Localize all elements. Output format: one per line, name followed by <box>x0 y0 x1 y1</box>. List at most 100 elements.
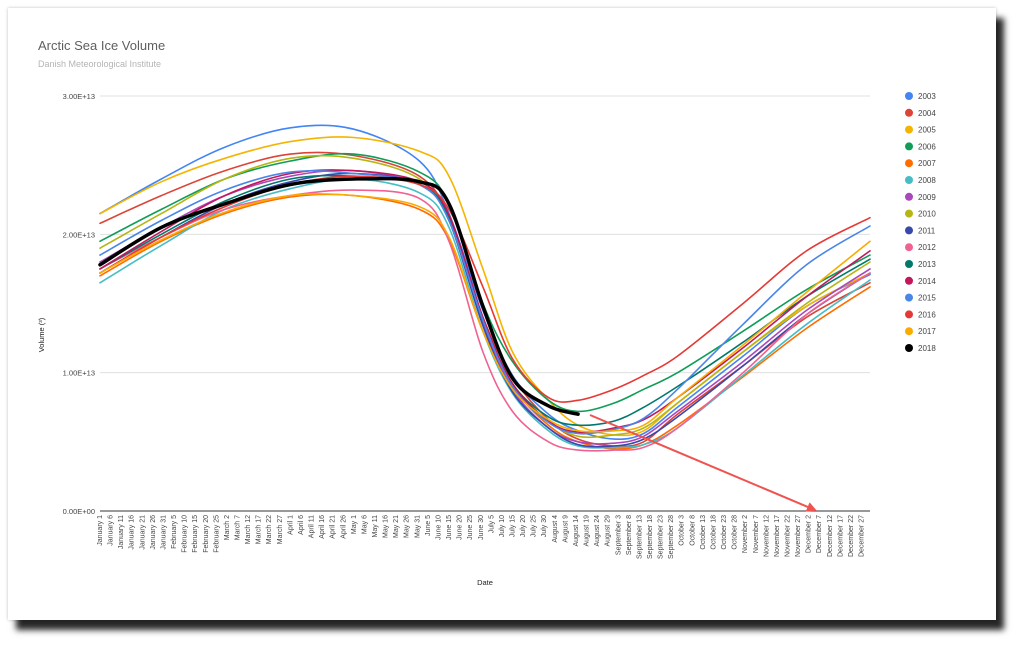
x-tick-label: October 13 <box>700 515 707 550</box>
x-axis-title: Date <box>477 578 493 587</box>
legend-marker-2015 <box>905 293 913 302</box>
x-tick-label: July 10 <box>499 515 506 537</box>
legend-marker-2006 <box>905 142 913 151</box>
legend-label-2016: 2016 <box>918 310 936 319</box>
x-tick-label: April 16 <box>319 515 326 539</box>
x-tick-label: March 27 <box>277 515 284 544</box>
legend-marker-2005 <box>905 125 913 134</box>
legend-marker-2003 <box>905 92 913 100</box>
x-tick-label: May 16 <box>383 515 390 538</box>
x-tick-label: December 27 <box>859 515 866 557</box>
axis-layer: 0.00E+00 1.00E+13 2.00E+13 3.00E+13 January … <box>37 92 866 587</box>
legend-marker-2014 <box>905 276 913 285</box>
x-tick-label: October 28 <box>732 515 739 550</box>
x-tick-label: May 1 <box>351 515 358 534</box>
x-tick-label: July 5 <box>488 515 495 533</box>
x-tick-label: April 11 <box>309 515 316 538</box>
x-tick-label: August 14 <box>573 515 580 547</box>
x-tick-label: June 25 <box>467 515 474 540</box>
x-tick-label: November 22 <box>785 515 792 557</box>
x-tick-label: July 20 <box>520 515 527 537</box>
x-tick-label: June 5 <box>425 515 432 536</box>
x-tick-label: May 11 <box>372 515 379 538</box>
legend-marker-2009 <box>905 192 913 201</box>
legend-marker-2016 <box>905 310 913 319</box>
x-tick-label: December 12 <box>827 515 834 557</box>
x-tick-label: March 17 <box>256 515 263 544</box>
y-tick-label: 1.00E+13 <box>63 369 95 378</box>
x-tick-label: January 21 <box>139 515 146 550</box>
legend-marker-2012 <box>905 243 913 252</box>
legend-marker-2018 <box>905 344 913 352</box>
x-tick-label: April 26 <box>340 515 347 539</box>
x-tick-label: August 4 <box>552 515 559 543</box>
series-line-2014 <box>99 169 871 434</box>
x-tick-label: December 17 <box>837 515 844 557</box>
x-tick-label: June 20 <box>457 515 464 540</box>
x-tick-label: August 19 <box>584 515 591 547</box>
legend-label-2004: 2004 <box>918 109 936 118</box>
x-tick-label: October 23 <box>721 515 728 550</box>
legend-label-2011: 2011 <box>918 226 936 235</box>
x-tick-label: February 15 <box>192 515 199 553</box>
x-tick-label: October 3 <box>679 515 686 546</box>
series-line-2015 <box>99 169 871 435</box>
legend-label-2009: 2009 <box>918 193 936 202</box>
legend-marker-2013 <box>905 260 913 268</box>
series-line-2008 <box>99 178 871 449</box>
x-tick-label: January 11 <box>118 515 125 549</box>
x-tick-label: September 18 <box>647 515 654 559</box>
x-tick-label: January 6 <box>108 515 115 546</box>
series-line-2004 <box>99 151 871 448</box>
chart-subtitle: Danish Meteorological Institute <box>38 59 162 69</box>
x-tick-label: May 21 <box>393 515 400 538</box>
legend-label-2010: 2010 <box>918 210 936 219</box>
series-line-2010 <box>99 154 871 439</box>
x-tick-label: March 22 <box>266 515 273 544</box>
legend-marker-2010 <box>905 209 913 218</box>
x-tick-label: March 7 <box>235 515 242 540</box>
x-tick-label: July 30 <box>541 515 548 537</box>
series-layer <box>98 124 871 452</box>
legend-layer: 2003 2004 2005 2006 2007 2008 2009 2010 2011 2012… <box>905 92 936 353</box>
x-tick-label: February 5 <box>171 515 178 549</box>
x-tick-label: April 1 <box>287 515 294 535</box>
legend-label-2008: 2008 <box>918 176 936 185</box>
y-tick-label: 0.00E+00 <box>63 507 95 516</box>
x-tick-label: September 3 <box>615 515 622 555</box>
x-tick-label: November 7 <box>753 515 760 553</box>
x-tick-label: January 1 <box>97 515 104 546</box>
legend-label-2013: 2013 <box>918 260 936 269</box>
grid-layer <box>100 95 870 512</box>
series-line-2017 <box>99 193 871 433</box>
x-tick-label: September 8 <box>626 515 633 555</box>
legend-marker-2008 <box>905 176 913 184</box>
x-tick-label: March 2 <box>224 515 231 540</box>
x-tick-label: December 22 <box>848 515 855 557</box>
x-tick-label: January 26 <box>150 515 157 550</box>
x-tick-label: May 26 <box>404 515 411 538</box>
x-tick-label: November 2 <box>742 515 749 553</box>
x-tick-label: June 15 <box>446 515 453 540</box>
x-tick-label: December 2 <box>806 515 813 553</box>
legend-label-2007: 2007 <box>918 159 936 168</box>
x-tick-label: September 28 <box>668 515 675 559</box>
legend-marker-2007 <box>905 159 913 168</box>
y-tick-label: 3.00E+13 <box>63 92 95 101</box>
legend-label-2003: 2003 <box>918 92 936 101</box>
y-axis-title: Volume (³) <box>37 317 46 352</box>
legend-marker-2004 <box>905 108 913 117</box>
x-tick-label: January 31 <box>160 515 167 550</box>
x-tick-label: June 30 <box>478 515 485 540</box>
legend-label-2015: 2015 <box>918 294 936 303</box>
annotation-arrow <box>589 414 817 512</box>
x-tick-label: September 13 <box>636 515 643 559</box>
series-line-2003 <box>99 124 871 440</box>
series-line-2018 <box>98 176 580 416</box>
x-tick-label: February 25 <box>213 515 220 553</box>
x-tick-label: December 7 <box>816 515 823 553</box>
x-tick-label: March 12 <box>245 515 252 544</box>
x-tick-label: November 17 <box>774 515 781 557</box>
x-tick-label: April 21 <box>330 515 337 539</box>
